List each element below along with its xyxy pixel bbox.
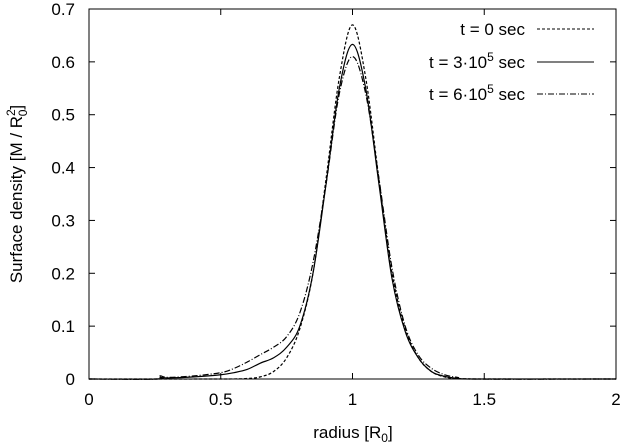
x-tick-label: 0.5	[209, 390, 233, 409]
x-tick-label: 0	[84, 390, 93, 409]
y-tick-label: 0.7	[51, 0, 75, 19]
x-tick-label: 2	[611, 390, 620, 409]
y-tick-label: 0.4	[51, 159, 75, 178]
series-line-solid	[88, 43, 617, 380]
legend-entry: t = 3·105 sec	[429, 50, 594, 72]
legend-label: t = 6·105 sec	[429, 82, 525, 104]
y-tick-label: 0.5	[51, 106, 75, 125]
x-tick-label: 1	[348, 390, 357, 409]
x-axis-title: radius [R0]	[313, 423, 392, 443]
legend: t = 0 sec t = 3·105 sec t = 6·105 sec	[429, 20, 594, 104]
y-tick-label: 0.1	[51, 317, 75, 336]
y-tick-label: 0	[66, 370, 75, 389]
series-line-dashdot	[88, 55, 617, 380]
y-tick-label: 0.3	[51, 211, 75, 230]
axis-ticks: 0 0.5 1 1.5 2 0 0.1 0.2 0.3 0.4 0.5 0.6 0.7	[51, 0, 620, 409]
y-tick-label: 0.6	[51, 53, 75, 72]
legend-entry: t = 0 sec	[460, 20, 594, 39]
plot-frame	[88, 8, 617, 380]
legend-entry: t = 6·105 sec	[429, 82, 594, 104]
y-tick-label: 0.2	[51, 264, 75, 283]
y-axis-title: Surface density [M / R20]	[4, 105, 30, 283]
data-series	[88, 24, 617, 380]
series-line-dashed	[88, 24, 617, 380]
legend-label: t = 0 sec	[460, 20, 525, 39]
legend-label: t = 3·105 sec	[429, 50, 525, 72]
x-tick-label: 1.5	[472, 390, 496, 409]
